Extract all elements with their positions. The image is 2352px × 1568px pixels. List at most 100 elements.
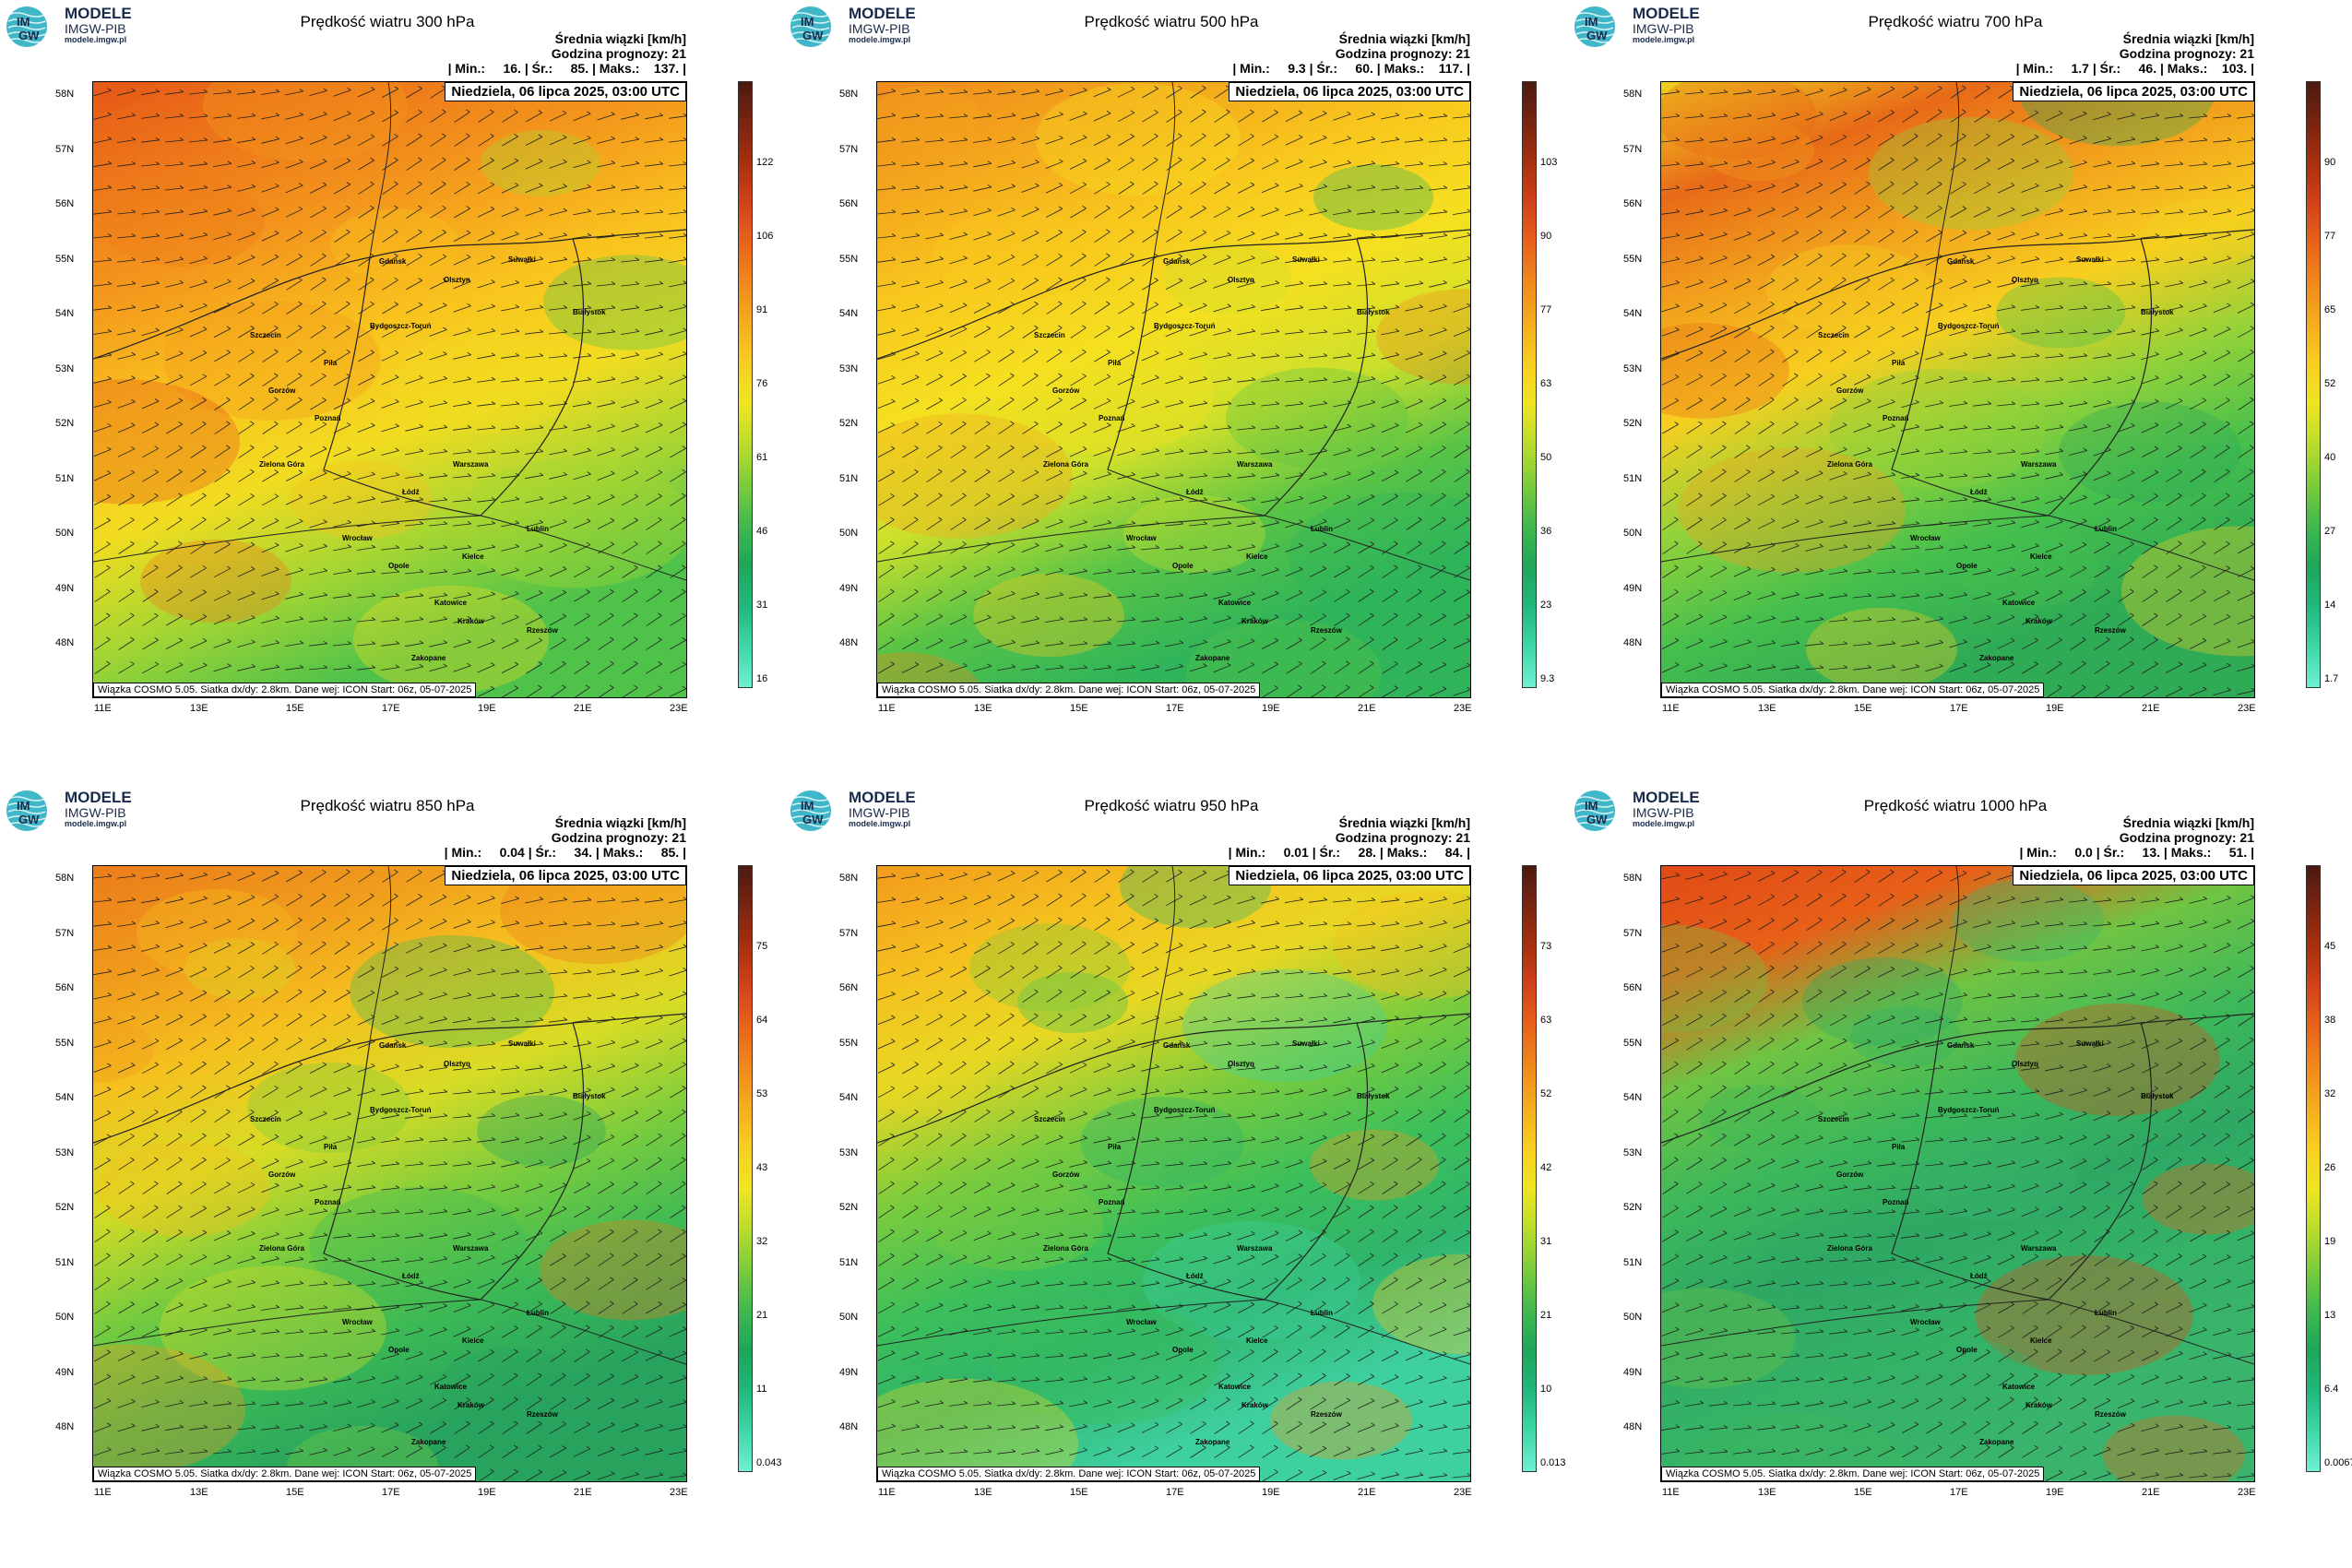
- city-label: Zielona Góra: [1043, 1244, 1088, 1253]
- colorbar-label: 13: [2324, 1310, 2336, 1321]
- lon-tick-label: 15E: [286, 703, 304, 714]
- wind-map[interactable]: Gdańsk Olsztyn Suwałki Białystok Bydgoszcz-T…: [876, 81, 1471, 698]
- city-label: Szczecin: [250, 1115, 281, 1123]
- city-label: Piła: [324, 359, 338, 367]
- lat-tick-label: 48N: [55, 637, 75, 648]
- date-box: Niedziela, 06 lipca 2025, 03:00 UTC: [2013, 82, 2254, 101]
- city-label: Wrocław: [1126, 1318, 1157, 1326]
- lat-tick-label: 56N: [1623, 198, 1643, 209]
- city-label: Szczecin: [250, 331, 281, 339]
- lon-tick-label: 15E: [1070, 1487, 1088, 1498]
- chart-title: Prędkość wiatru 1000 hPa: [1863, 797, 2048, 814]
- city-label: Kraków: [457, 617, 484, 625]
- lat-tick-label: 56N: [839, 198, 859, 209]
- wind-map[interactable]: Gdańsk Olsztyn Suwałki Białystok Bydgoszcz-T…: [92, 865, 687, 1482]
- city-label: Kielce: [462, 1336, 484, 1345]
- wind-map[interactable]: Gdańsk Olsztyn Suwałki Białystok Bydgoszcz-T…: [92, 81, 687, 698]
- footer-info: Wiązka COSMO 5.05. Siatka dx/dy: 2.8km. …: [1661, 1467, 2045, 1481]
- lon-tick-label: 11E: [1662, 1487, 1680, 1498]
- lat-tick-label: 51N: [1623, 472, 1643, 484]
- lon-tick-label: 17E: [1166, 703, 1184, 714]
- city-label: Poznań: [1883, 414, 1909, 422]
- lon-tick-label: 19E: [1262, 703, 1280, 714]
- colorbar: [2306, 81, 2321, 688]
- city-label: Kraków: [1241, 617, 1268, 625]
- lat-tick-label: 55N: [55, 253, 75, 265]
- lon-tick-label: 17E: [1950, 703, 1968, 714]
- colorbar-label: 77: [2324, 231, 2336, 242]
- city-label: Kielce: [462, 552, 484, 561]
- lat-tick-label: 55N: [839, 1037, 859, 1049]
- city-label: Rzeszów: [527, 1410, 558, 1419]
- city-label: Lublin: [527, 1309, 549, 1317]
- logo-title: MODELE: [849, 789, 916, 806]
- lat-tick-label: 48N: [839, 637, 859, 648]
- city-label: Warszawa: [453, 460, 489, 469]
- city-label: Katowice: [2002, 599, 2036, 607]
- city-label: Kielce: [2030, 1336, 2052, 1345]
- wind-map[interactable]: Gdańsk Olsztyn Suwałki Białystok Bydgoszcz-T…: [1660, 81, 2255, 698]
- date-box: Niedziela, 06 lipca 2025, 03:00 UTC: [445, 82, 686, 101]
- logo-title: MODELE: [65, 5, 132, 22]
- city-label: Białystok: [2141, 308, 2174, 316]
- city-label: Katowice: [434, 1383, 468, 1391]
- city-label: Bydgoszcz-Toruń: [1154, 322, 1216, 330]
- lat-tick-label: 56N: [55, 982, 75, 993]
- city-label: Kielce: [1246, 552, 1268, 561]
- city-label: Gdańsk: [1163, 257, 1191, 266]
- stats-line: | Min.: 0.01 | Śr.: 28. | Maks.: 84. |: [1228, 845, 1470, 860]
- lat-tick-label: 52N: [1623, 1202, 1643, 1213]
- logo-title: MODELE: [1633, 789, 1700, 806]
- lat-tick-label: 51N: [839, 1256, 859, 1268]
- city-label: Zielona Góra: [259, 1244, 304, 1253]
- city-label: Łódź: [1970, 488, 1988, 496]
- lat-tick-label: 58N: [839, 89, 859, 100]
- meta-forecast-hour: Godzina prognozy: 21: [2119, 830, 2254, 845]
- colorbar-label: 23: [1540, 600, 1552, 611]
- footer-info: Wiązka COSMO 5.05. Siatka dx/dy: 2.8km. …: [93, 1467, 477, 1481]
- city-label: Zielona Góra: [1827, 1244, 1872, 1253]
- lon-tick-label: 11E: [94, 703, 112, 714]
- city-label: Kielce: [2030, 552, 2052, 561]
- lat-tick-label: 55N: [1623, 1037, 1643, 1049]
- forecast-meta: Średnia wiązki [km/h] Godzina prognozy: 2…: [2120, 31, 2254, 61]
- wind-field: [1661, 866, 2254, 1481]
- city-label: Wrocław: [1126, 534, 1157, 542]
- colorbar-label: 90: [1540, 231, 1552, 242]
- city-label: Szczecin: [1034, 331, 1065, 339]
- colorbar-label: 53: [756, 1088, 768, 1099]
- lat-tick-label: 57N: [55, 143, 75, 155]
- city-label: Rzeszów: [1311, 1410, 1342, 1419]
- meta-forecast-hour: Godzina prognozy: 21: [551, 46, 686, 61]
- map-panel: IM GW MODELE IMGW-PIB modele.imgw.pl Prędkość…: [784, 0, 1568, 784]
- lat-tick-label: 52N: [839, 1202, 859, 1213]
- forecast-meta: Średnia wiązki [km/h] Godzina prognozy: 2…: [1336, 815, 1470, 845]
- colorbar-label: 31: [1540, 1236, 1552, 1247]
- city-label: Gorzów: [268, 1170, 296, 1179]
- lat-tick-label: 57N: [55, 927, 75, 939]
- logo-title: MODELE: [849, 5, 916, 22]
- wind-map[interactable]: Gdańsk Olsztyn Suwałki Białystok Bydgoszcz-T…: [876, 865, 1471, 1482]
- city-label: Poznań: [1099, 414, 1125, 422]
- city-label: Piła: [1108, 359, 1122, 367]
- city-label: Poznań: [1883, 1198, 1909, 1206]
- logo-url: modele.imgw.pl: [65, 34, 127, 44]
- wind-map[interactable]: Gdańsk Olsztyn Suwałki Białystok Bydgoszcz-T…: [1660, 865, 2255, 1482]
- svg-text:GW: GW: [18, 813, 40, 826]
- colorbar-label: 73: [1540, 941, 1552, 952]
- logo-text: MODELE IMGW-PIB modele.imgw.pl: [849, 790, 916, 828]
- logo-text: MODELE IMGW-PIB modele.imgw.pl: [1633, 6, 1700, 44]
- svg-text:IM: IM: [1585, 15, 1598, 29]
- city-label: Gdańsk: [1947, 257, 1975, 266]
- city-label: Łódź: [1970, 1272, 1988, 1280]
- colorbar-label: 14: [2324, 600, 2336, 611]
- city-label: Warszawa: [2021, 1244, 2057, 1253]
- lon-tick-label: 19E: [2046, 1487, 2064, 1498]
- logo-url: modele.imgw.pl: [849, 34, 911, 44]
- lat-tick-label: 53N: [839, 362, 859, 374]
- lat-tick-label: 51N: [55, 472, 75, 484]
- city-label: Bydgoszcz-Toruń: [1938, 1106, 2000, 1114]
- footer-info: Wiązka COSMO 5.05. Siatka dx/dy: 2.8km. …: [877, 1467, 1261, 1481]
- lat-tick-label: 50N: [839, 528, 859, 539]
- city-label: Białystok: [2141, 1092, 2174, 1100]
